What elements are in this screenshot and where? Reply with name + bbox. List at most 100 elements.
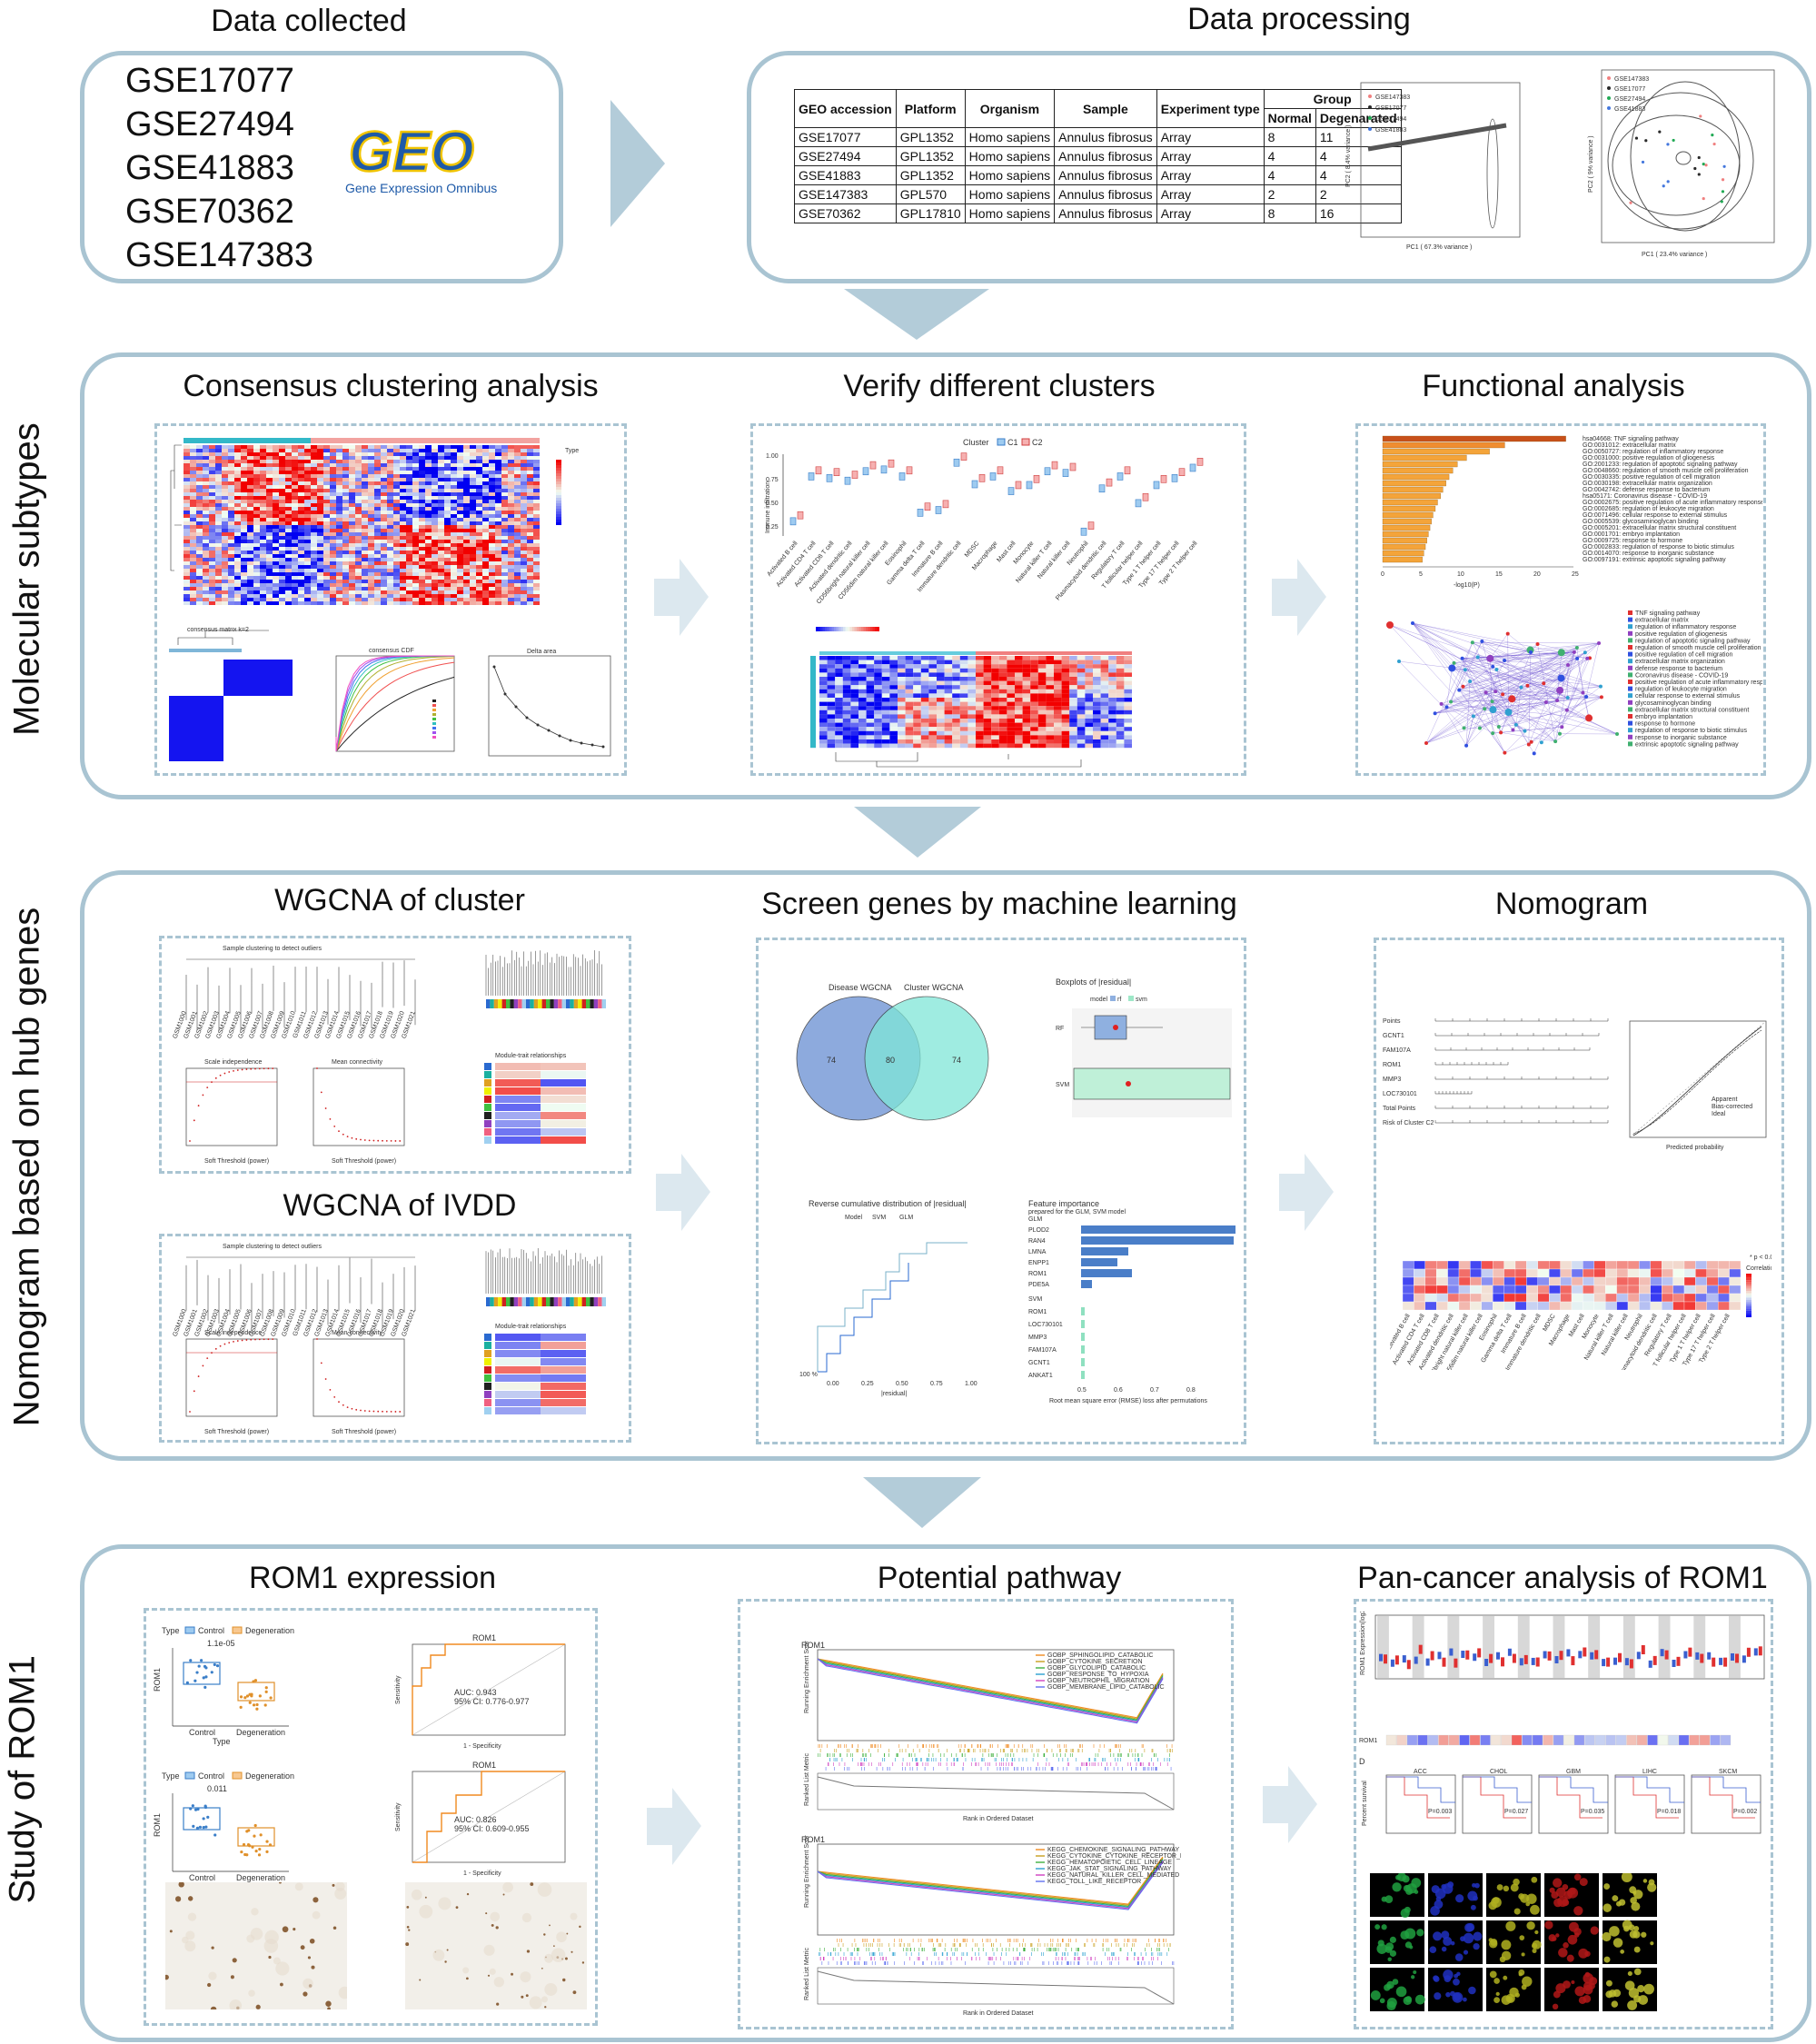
heat-cell [336,583,342,587]
data-point [253,1823,257,1828]
heat-cell [368,543,374,547]
heat-cell [495,580,501,583]
heat-cell [209,492,215,496]
heat-cell [835,739,843,744]
heat-cell [374,583,381,587]
heat-cell [311,511,317,514]
heat-cell [266,489,273,492]
module-swatch [484,1071,491,1078]
heat-cell [234,463,241,467]
heat-cell [190,601,196,605]
geo-logo-subtitle: Gene Expression Omnibus [345,181,497,195]
trait-cell [541,1112,586,1119]
heat-cell [304,489,311,492]
heat-cell [444,478,451,481]
heat-cell [368,489,374,492]
heat-cell [1069,714,1077,719]
heat-cell [323,543,330,547]
heat-cell [222,514,228,518]
heat-cell [317,481,323,485]
heat-cell [1124,706,1132,710]
heat-cell [298,445,304,449]
heat-cell [444,594,451,598]
heat-cell [482,489,489,492]
legend-label: defense response to bacterium [1635,666,1722,672]
color-scale [556,487,561,490]
corr-cell [1560,1301,1573,1311]
heat-cell [457,601,463,605]
trait-cell [495,1063,541,1070]
heat-cell [317,580,323,583]
heat-cell [457,485,463,489]
heat-cell [881,719,890,723]
heat-cell [336,500,342,503]
auc-label: AUC: 0.826 [454,1815,497,1824]
color-scale [1746,1304,1751,1306]
heat-cell [850,685,858,690]
heat-cell [374,554,381,558]
heat-cell [527,485,533,489]
heat-cell [489,467,495,471]
scale-point [189,1140,191,1142]
heat-cell [298,565,304,569]
heat-cell [393,481,400,485]
heat-cell [209,518,215,521]
heat-cell [920,685,929,690]
heat-cell [203,500,209,503]
corr-cell [1639,1268,1651,1278]
heat-cell [304,525,311,529]
go-bar [1382,531,1429,538]
heat-cell [905,730,914,736]
heat-cell [1061,706,1070,710]
heat-cell [215,565,222,569]
heat-cell [241,525,247,529]
mean-point [1126,1081,1131,1086]
corr-cell [1583,1301,1594,1311]
x-axis-label: Soft Threshold (power) [332,1429,396,1435]
data-point [189,1807,193,1811]
heat-cell [292,474,298,478]
heat-cell [381,449,387,452]
heat-cell [451,594,457,598]
heat-cell [533,580,540,583]
heat-cell [482,540,489,543]
table-cell: GPL570 [895,184,966,204]
heat-cell [222,587,228,590]
heat-cell [1015,709,1023,715]
heat-cell [311,489,317,492]
heat-cell [514,449,521,452]
heat-cell [222,601,228,605]
heat-cell [482,492,489,496]
heat-cell [508,518,514,521]
plot-frame [313,1067,405,1146]
heat-cell [1069,722,1077,728]
heat-cell [991,689,999,694]
heat-cell [425,456,432,460]
heat-cell [514,478,521,481]
heat-cell [374,514,381,518]
trait-cell [541,1350,586,1357]
heat-cell [482,558,489,561]
heat-cell [998,685,1007,690]
scale-point [202,1094,204,1096]
heat-cell [298,507,304,511]
corr-cell [1447,1276,1460,1286]
network-edge [1412,622,1562,653]
heat-cell [381,540,387,543]
heat-cell [1077,743,1086,749]
heat-cell [349,601,355,605]
heat-cell [998,664,1007,669]
heat-cell [1037,693,1047,698]
network-node [1535,642,1540,647]
heat-cell [476,536,482,540]
network-node [1491,731,1495,736]
y-axis-label: Sensitivity [395,1675,402,1704]
heat-cell [944,735,953,739]
heat-cell [470,587,476,590]
corr-cell [1605,1285,1617,1295]
corr-cell [1560,1268,1573,1278]
heat-cell [1007,701,1015,707]
legend-label: extracellular matrix structural constitu… [1635,707,1749,713]
heat-cell [196,460,203,463]
network-edge [1412,622,1464,687]
